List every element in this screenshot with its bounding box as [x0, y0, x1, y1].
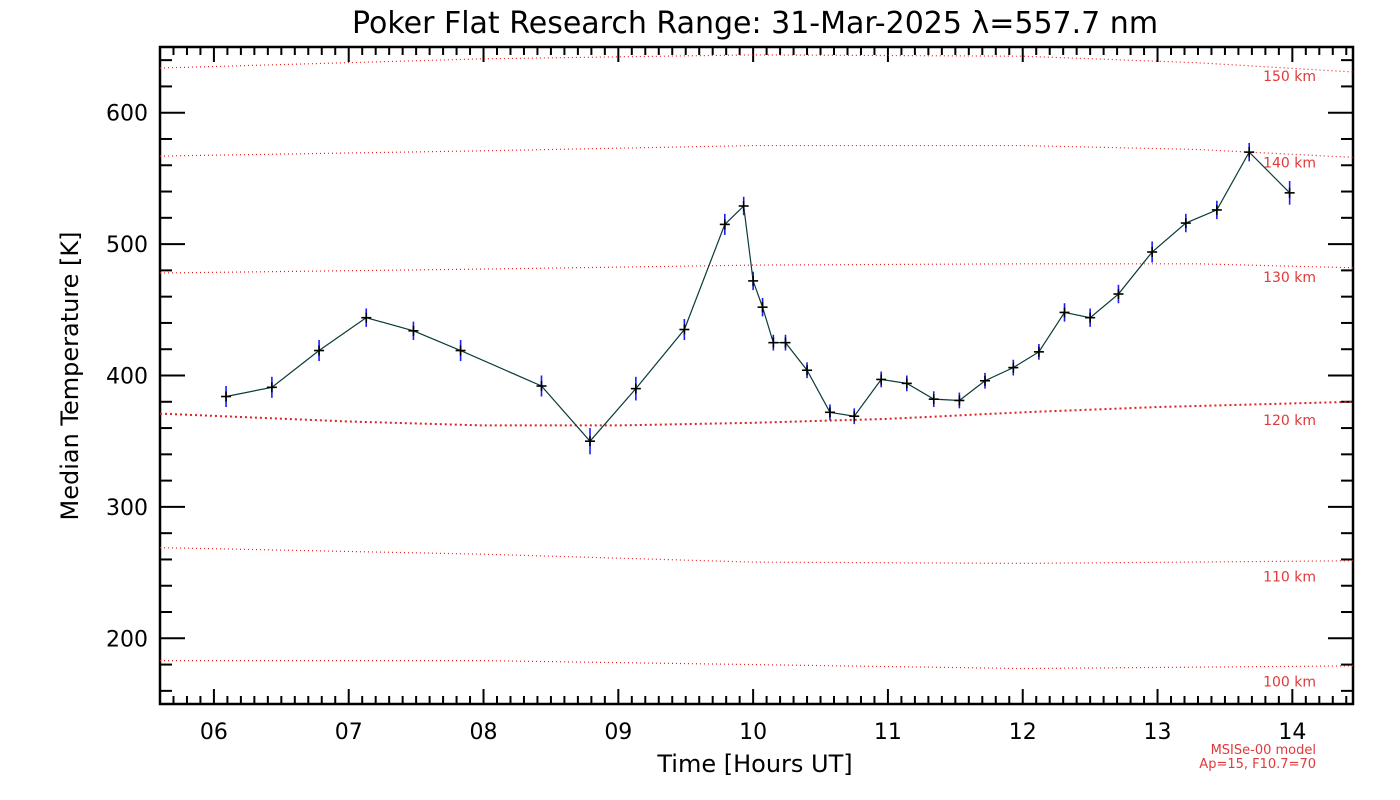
data-point: [585, 436, 596, 447]
data-point: [266, 382, 277, 393]
model-curve: [159, 54, 1354, 73]
y-tick-label: 600: [106, 102, 148, 127]
y-tick-labels: 200 300 400 500 600: [106, 102, 148, 653]
data-point: [954, 395, 965, 406]
model-curve-label: 130 km: [1263, 270, 1316, 286]
data-point: [1033, 346, 1044, 357]
data-point: [738, 200, 749, 211]
data-point: [536, 381, 547, 392]
data-point: [630, 383, 641, 394]
data-point: [768, 337, 779, 348]
x-tick-label: 07: [335, 720, 363, 745]
model-curve-label: 100 km: [1263, 675, 1316, 691]
model-curve: [159, 547, 1354, 565]
x-tick-label: 14: [1278, 720, 1306, 745]
axis-ticks: [159, 47, 1353, 704]
y-tick-label: 500: [106, 233, 148, 258]
x-tick-label: 13: [1144, 720, 1172, 745]
x-tick-label: 08: [470, 720, 498, 745]
data-point: [1284, 187, 1295, 198]
model-curve: [159, 144, 1354, 158]
x-tick-label: 09: [604, 720, 632, 745]
data-point: [757, 302, 768, 313]
model-curve-label: 150 km: [1263, 69, 1316, 85]
data-point: [1085, 312, 1096, 323]
data-point: [901, 378, 912, 389]
model-note-line1: MSISe-00 model: [1211, 743, 1316, 758]
data-point: [1180, 218, 1191, 229]
model-curve: [160, 660, 1354, 670]
data-point: [876, 374, 887, 385]
y-tick-label: 200: [106, 627, 148, 652]
data-point: [1059, 307, 1070, 318]
data-point: [748, 275, 759, 286]
data-point: [314, 345, 325, 356]
data-point: [824, 407, 835, 418]
model-curves: 150 km 140 km 130 km 120 km 110 km 100 km: [159, 54, 1354, 691]
chart-title: Poker Flat Research Range: 31-Mar-2025 λ…: [352, 6, 1158, 41]
data-point: [221, 391, 232, 402]
x-tick-label: 12: [1009, 720, 1037, 745]
y-tick-label: 300: [106, 496, 148, 521]
series-line: [225, 151, 1291, 443]
data-points: [221, 147, 1295, 447]
data-point: [1113, 289, 1124, 300]
data-point: [455, 345, 466, 356]
model-curve-label: 140 km: [1263, 155, 1316, 171]
model-curve: [159, 400, 1354, 427]
data-point: [928, 394, 939, 405]
x-tick-label: 06: [200, 720, 228, 745]
x-axis-label: Time [Hours UT]: [656, 750, 852, 778]
data-point: [802, 365, 813, 376]
data-point: [719, 219, 730, 230]
data-point: [780, 337, 791, 348]
data-point: [849, 411, 860, 422]
data-point: [1008, 362, 1019, 373]
model-curve: [159, 263, 1354, 274]
data-point: [679, 324, 690, 335]
x-tick-label: 10: [739, 720, 767, 745]
data-point: [1147, 246, 1158, 257]
model-note-line2: Ap=15, F10.7=70: [1199, 757, 1316, 772]
y-axis-label: Median Temperature [K]: [56, 231, 84, 520]
data-point: [361, 312, 372, 323]
y-tick-label: 400: [106, 365, 148, 390]
x-tick-label: 11: [874, 720, 902, 745]
data-point: [408, 325, 419, 336]
data-point: [1244, 147, 1255, 158]
data-point: [979, 375, 990, 386]
model-curve-label: 110 km: [1263, 569, 1316, 585]
x-tick-labels: 06 07 08 09 10 11 12 13 14: [200, 720, 1306, 745]
model-curve-label: 120 km: [1263, 413, 1316, 429]
data-point: [1211, 204, 1222, 215]
